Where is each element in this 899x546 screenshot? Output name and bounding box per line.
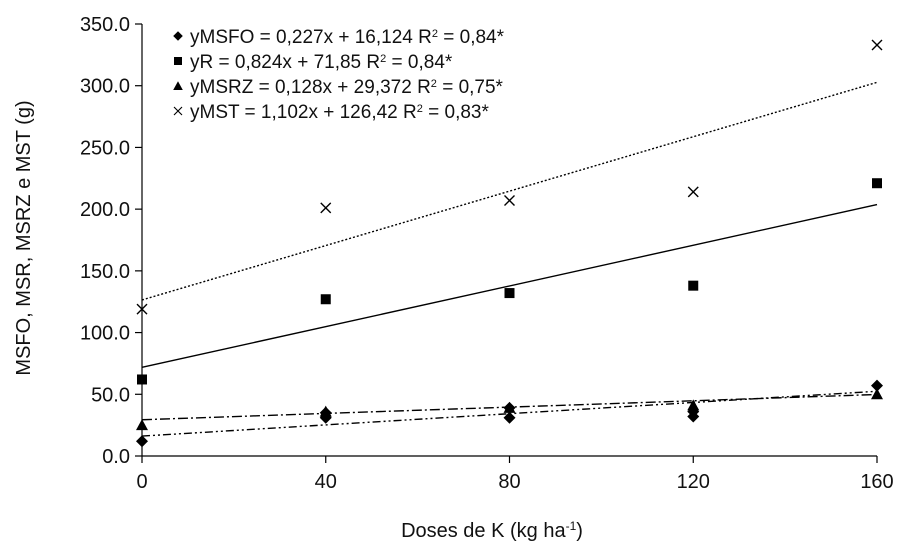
data-point-triangle [871, 388, 883, 400]
x-tick-label: 0 [136, 471, 147, 493]
x-axis-title-sup: -1 [566, 519, 577, 533]
data-point-x [687, 186, 699, 198]
data-point-triangle [503, 401, 516, 413]
data-point-x [136, 303, 148, 315]
data-point-diamond [871, 379, 883, 392]
data-point-diamond [503, 411, 516, 424]
data-point-triangle [687, 399, 700, 411]
data-point-x [320, 202, 332, 214]
x-axis-title: Doses de K (kg ha-1) [401, 519, 583, 542]
legend-label: yMST = 1,102x + 126,42 R2 = 0,83* [190, 102, 489, 123]
legend-label: yMSFO = 0,227x + 16,124 R2 = 0,84* [190, 27, 505, 48]
data-point-square [504, 288, 515, 299]
data-point-triangle [136, 419, 148, 431]
y-tick-label: 300.0 [80, 76, 130, 98]
trend-lines [141, 81, 878, 437]
data-point-triangle [319, 405, 332, 417]
legend-item-1: yR = 0,824x + 71,85 R2 = 0,84* [174, 52, 453, 73]
data-point-square [872, 178, 882, 189]
legend-marker [173, 106, 183, 116]
y-axis-ticks: 0.0 50.0 100.0 150.0 200.0 250.0 300.0 350.0 [80, 14, 142, 468]
x-axis-ticks: 0 40 80 120 160 [136, 456, 894, 493]
data-point-diamond [136, 435, 148, 448]
data-points [136, 39, 883, 448]
y-tick-label: 350.0 [80, 14, 130, 36]
legend-label: yMSRZ = 0,128x + 29,372 R2 = 0,75* [190, 77, 504, 98]
legend-item-3: yMST = 1,102x + 126,42 R2 = 0,83* [173, 102, 489, 123]
x-tick-label: 40 [315, 471, 337, 493]
legend-marker [173, 31, 183, 41]
y-tick-label: 200.0 [80, 199, 130, 221]
legend: yMSFO = 0,227x + 16,124 R2 = 0,84* yR = 0… [173, 27, 505, 123]
legend-marker [173, 81, 183, 90]
data-point-square [137, 374, 147, 385]
data-point-x [871, 39, 883, 51]
y-axis-title: MSFO, MSR, MSRZ e MST (g) [13, 100, 35, 375]
legend-item-2: yMSRZ = 0,128x + 29,372 R2 = 0,75* [173, 77, 504, 98]
x-tick-label: 80 [498, 471, 520, 493]
data-point-square [320, 294, 331, 305]
legend-item-0: yMSFO = 0,227x + 16,124 R2 = 0,84* [173, 27, 505, 48]
y-tick-label: 250.0 [80, 137, 130, 159]
data-point-square [688, 280, 699, 291]
x-tick-label: 160 [860, 471, 893, 493]
legend-label: yR = 0,824x + 71,85 R2 = 0,84* [190, 52, 453, 73]
y-tick-label: 50.0 [91, 384, 130, 406]
x-tick-label: 120 [677, 471, 710, 493]
y-tick-label: 0.0 [102, 446, 130, 468]
y-tick-label: 150.0 [80, 261, 130, 283]
legend-marker [174, 57, 182, 65]
trend-line-1 [141, 203, 878, 369]
y-tick-label: 100.0 [80, 323, 130, 345]
data-point-x [504, 195, 515, 206]
